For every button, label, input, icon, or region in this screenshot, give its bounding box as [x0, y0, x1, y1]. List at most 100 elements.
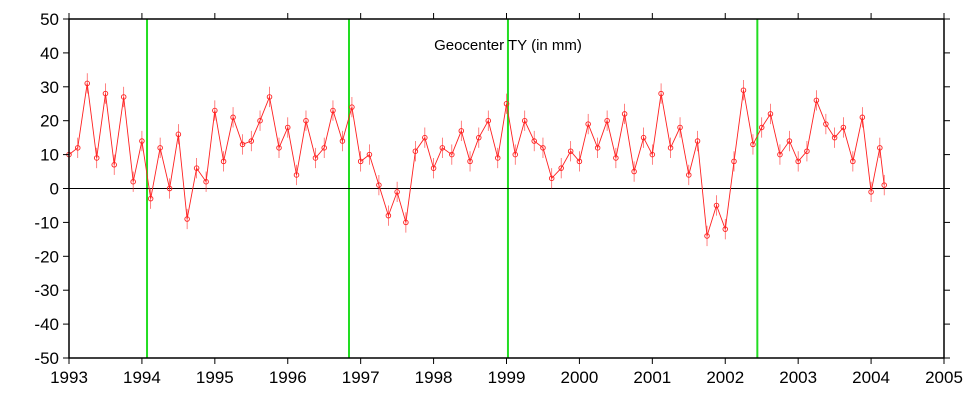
data-point — [658, 90, 664, 97]
data-point — [220, 158, 227, 165]
data-point — [786, 138, 793, 144]
data-point — [767, 111, 774, 117]
y-tick-label: -50 — [34, 349, 59, 368]
data-point — [312, 155, 319, 161]
data-point — [93, 155, 100, 161]
data-point — [366, 151, 373, 158]
y-tick-labels: -50 -40 -30 -20 -10 0 10 20 30 40 50 — [34, 10, 59, 368]
data-point — [512, 151, 519, 158]
data-point — [74, 145, 81, 151]
x-tick-label: 2002 — [706, 368, 744, 387]
data-point — [321, 145, 327, 151]
data-point — [285, 124, 291, 131]
data-point — [485, 117, 492, 124]
data-point — [823, 121, 829, 127]
y-tick-label: -10 — [34, 213, 59, 232]
x-tick-label: 2004 — [852, 368, 890, 387]
data-point — [230, 114, 236, 121]
x-tick-label: 1997 — [342, 368, 380, 387]
data-point — [686, 172, 692, 178]
data-point — [631, 168, 637, 175]
data-point — [184, 216, 190, 222]
data-point — [704, 233, 710, 239]
data-point — [795, 158, 801, 165]
data-point — [120, 94, 127, 100]
y-tick-label: 20 — [40, 112, 59, 131]
data-point — [130, 178, 136, 185]
data-point — [139, 138, 145, 144]
data-point — [376, 182, 382, 188]
x-tick-labels: 1993 1994 1995 1996 1997 1998 1999 2000 2001 2002… — [50, 368, 963, 387]
data-point — [731, 158, 737, 165]
data-point — [640, 134, 647, 141]
data-point — [722, 226, 729, 232]
data-point — [157, 145, 163, 151]
x-tick-label: 1994 — [123, 368, 161, 387]
data-point — [840, 124, 847, 131]
data-point — [239, 141, 246, 148]
series-group — [66, 73, 887, 247]
data-point — [212, 107, 218, 114]
data-point — [102, 90, 109, 97]
y-tick-label: 0 — [50, 180, 59, 199]
y-tick-label: -30 — [34, 281, 59, 300]
data-point — [613, 155, 619, 161]
data-point — [667, 145, 674, 151]
data-point — [147, 195, 154, 202]
data-point — [740, 87, 747, 93]
x-tick-label: 1993 — [50, 368, 88, 387]
data-point — [412, 148, 419, 154]
data-point — [750, 141, 756, 148]
data-point — [868, 189, 874, 195]
data-point — [193, 165, 200, 171]
y-tick-label: 10 — [40, 146, 59, 165]
data-point — [495, 155, 501, 161]
data-point — [385, 212, 392, 219]
data-point — [248, 138, 255, 144]
chart-title: Geocenter TY (in mm) — [434, 37, 582, 54]
data-point — [330, 107, 336, 114]
data-point — [677, 124, 683, 131]
x-tick-label: 1996 — [269, 368, 307, 387]
data-point — [111, 162, 117, 168]
data-point — [540, 145, 546, 151]
data-point — [276, 145, 282, 151]
data-point — [831, 134, 838, 141]
x-tick-label: 1999 — [488, 368, 526, 387]
data-point — [649, 151, 656, 158]
data-point — [439, 145, 446, 151]
data-point — [813, 97, 820, 104]
data-point — [850, 158, 856, 165]
y-tick-label: 30 — [40, 78, 59, 97]
data-point — [467, 158, 473, 165]
data-point — [503, 100, 510, 107]
y-tick-label: 40 — [40, 44, 59, 63]
data-point — [203, 178, 209, 185]
y-tick-label: -40 — [34, 315, 59, 334]
data-point — [558, 165, 564, 171]
x-tick-label: 2001 — [633, 368, 671, 387]
data-point — [476, 134, 482, 141]
y-tick-label: 50 — [40, 10, 59, 29]
data-point — [449, 151, 455, 158]
data-point — [758, 124, 765, 131]
data-point — [567, 148, 574, 154]
data-point — [266, 94, 273, 100]
data-point — [713, 202, 720, 209]
data-point — [458, 128, 465, 134]
data-point — [859, 114, 866, 121]
data-point — [303, 117, 309, 124]
series-line — [68, 83, 885, 237]
data-point — [585, 121, 591, 127]
data-point — [548, 175, 555, 182]
data-point — [422, 134, 428, 141]
data-point — [293, 172, 300, 178]
x-tick-label: 2005 — [925, 368, 963, 387]
data-point — [394, 189, 400, 195]
axes — [63, 13, 950, 364]
data-point — [694, 138, 701, 144]
data-point — [84, 80, 90, 87]
data-point — [531, 138, 537, 144]
data-point — [777, 151, 783, 158]
